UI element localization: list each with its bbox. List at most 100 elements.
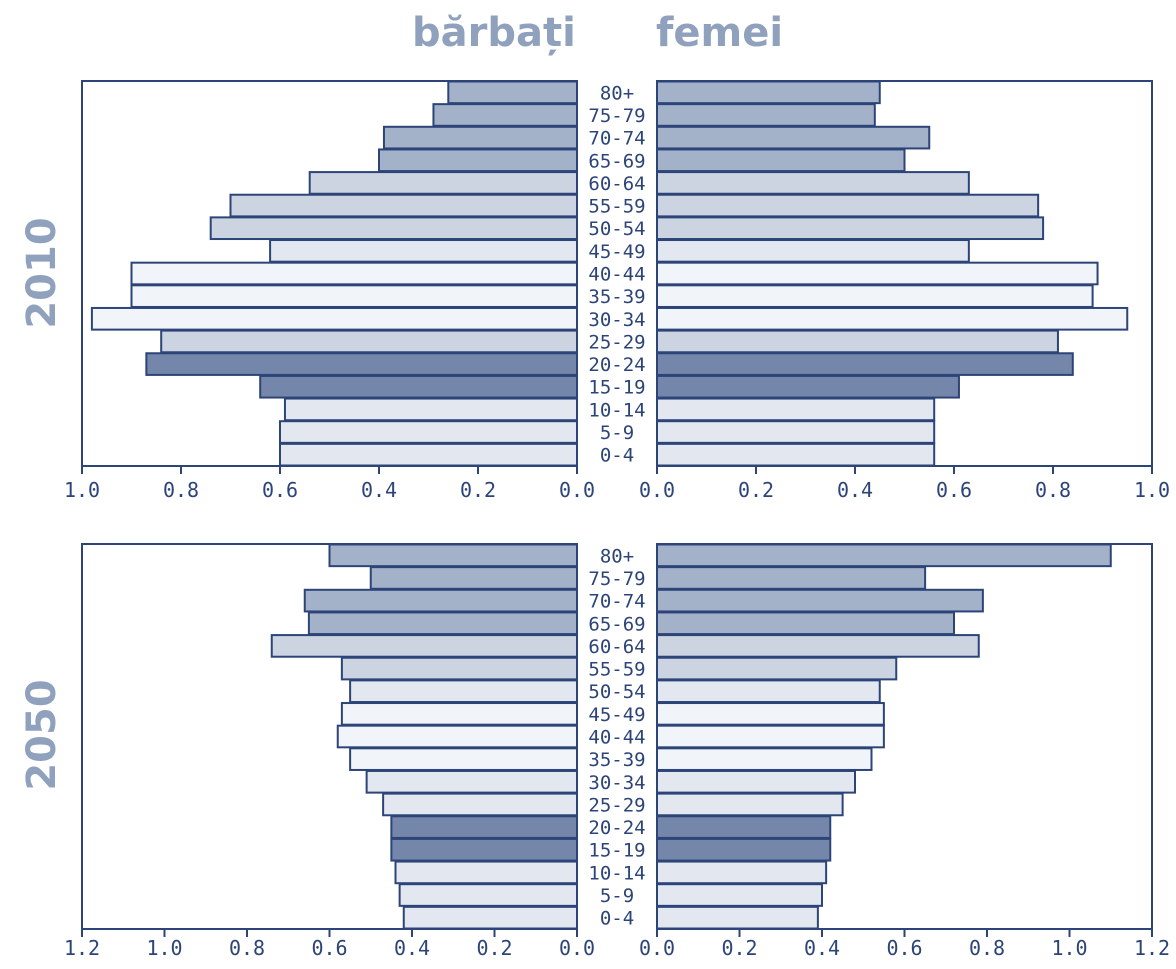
tick-label-right-2010-4: 0.8 [1035,478,1071,502]
bar-male-2050-80+ [328,543,578,568]
bar-male-2010-65-69 [378,148,578,173]
bar-female-2010-20-24 [656,352,1074,376]
age-label-2050-10-14: 10-14 [588,862,645,884]
bar-male-2050-40-44 [336,724,578,749]
bar-male-2010-15-19 [259,374,578,399]
bar-male-2010-10-14 [283,397,578,422]
bar-male-2050-15-19 [390,837,578,862]
bar-male-2050-35-39 [349,747,578,771]
tick-label-left-2050-6: 0.0 [559,936,595,960]
bar-female-2050-15-19 [656,837,832,862]
bar-female-2010-80+ [656,80,881,105]
tick-label-right-2010-3: 0.6 [936,478,972,502]
age-label-2050-5-9: 5-9 [600,885,634,907]
age-label-2050-80+: 80+ [600,545,634,567]
bar-female-2050-60-64 [656,634,980,658]
tick-label-left-2050-4: 0.4 [394,936,430,960]
bar-male-2050-20-24 [390,815,578,839]
bar-female-2050-35-39 [656,747,873,771]
tick-label-left-2050-5: 0.2 [476,936,512,960]
age-label-2050-40-44: 40-44 [588,727,645,749]
bar-female-2050-40-44 [656,724,885,749]
bar-female-2010-0-4 [656,442,936,467]
bar-female-2010-60-64 [656,171,970,195]
bar-female-2050-80+ [656,543,1112,568]
tick-label-right-2050-0: 0.0 [639,936,675,960]
bar-female-2050-5-9 [656,883,823,907]
age-label-2010-75-79: 75-79 [588,105,645,127]
tick-label-right-2050-6: 1.2 [1134,936,1170,960]
age-label-2050-0-4: 0-4 [600,908,634,930]
tick-label-right-2050-2: 0.4 [804,936,840,960]
bar-male-2010-75-79 [432,103,579,127]
bar-female-2050-70-74 [656,588,984,613]
bar-male-2010-0-4 [279,442,578,467]
bar-male-2010-5-9 [279,420,578,444]
bar-male-2010-25-29 [160,329,578,354]
bar-female-2010-45-49 [656,239,970,263]
tick-label-left-2010-0: 1.0 [64,478,100,502]
bar-female-2050-10-14 [656,860,828,885]
tick-label-left-2050-0: 1.2 [64,936,100,960]
age-label-2010-65-69: 65-69 [588,150,645,172]
age-label-2010-15-19: 15-19 [588,377,645,399]
tick-label-right-2050-5: 1.0 [1051,936,1087,960]
bar-female-2010-50-54 [656,216,1045,241]
age-label-2050-75-79: 75-79 [588,568,645,590]
bar-female-2050-25-29 [656,792,844,817]
tick-label-left-2050-2: 0.8 [229,936,265,960]
age-label-2050-45-49: 45-49 [588,704,645,726]
bar-male-2050-0-4 [402,905,578,930]
bar-male-2050-65-69 [307,611,578,636]
age-label-2010-0-4: 0-4 [600,445,634,467]
bar-female-2010-70-74 [656,125,931,150]
bar-female-2010-75-79 [656,103,876,127]
tick-label-right-2010-0: 0.0 [639,478,675,502]
bar-male-2050-50-54 [349,679,578,704]
age-label-2050-35-39: 35-39 [588,749,645,771]
age-label-2050-30-34: 30-34 [588,772,645,794]
bar-female-2050-75-79 [656,566,927,590]
tick-label-left-2010-5: 0.0 [559,478,595,502]
tick-label-left-2050-1: 1.0 [146,936,182,960]
bar-female-2010-30-34 [656,306,1129,331]
bar-female-2050-0-4 [656,905,819,930]
age-label-2010-70-74: 70-74 [588,128,645,150]
age-label-2010-40-44: 40-44 [588,264,645,286]
age-label-2050-55-59: 55-59 [588,659,645,681]
bar-female-2010-55-59 [656,193,1040,218]
age-label-2010-25-29: 25-29 [588,331,645,353]
bar-female-2010-40-44 [656,261,1099,286]
age-label-2010-55-59: 55-59 [588,196,645,218]
bar-female-2010-35-39 [656,284,1094,308]
age-label-2010-35-39: 35-39 [588,286,645,308]
bar-female-2050-55-59 [656,656,898,681]
age-label-2010-80+: 80+ [600,82,634,104]
bar-male-2050-70-74 [303,588,578,613]
tick-label-right-2010-5: 1.0 [1134,478,1170,502]
bar-male-2010-70-74 [382,125,579,150]
age-label-2010-60-64: 60-64 [588,173,645,195]
age-label-2050-65-69: 65-69 [588,613,645,635]
bar-male-2050-60-64 [270,634,578,658]
age-label-2050-60-64: 60-64 [588,636,645,658]
tick-label-left-2050-3: 0.6 [311,936,347,960]
bar-female-2050-50-54 [656,679,881,704]
age-label-2010-30-34: 30-34 [588,309,645,331]
bar-male-2010-50-54 [209,216,578,241]
female-header: femei [656,10,784,56]
age-label-2010-5-9: 5-9 [600,422,634,444]
age-label-2050-70-74: 70-74 [588,591,645,613]
bar-male-2010-55-59 [229,193,578,218]
age-label-2010-50-54: 50-54 [588,218,645,240]
bar-female-2010-15-19 [656,374,960,399]
bar-male-2050-5-9 [398,883,578,907]
bar-male-2050-45-49 [340,702,578,726]
tick-label-right-2050-1: 0.2 [721,936,757,960]
bar-male-2010-30-34 [90,306,579,331]
age-label-2050-25-29: 25-29 [588,794,645,816]
tick-label-right-2010-2: 0.4 [837,478,873,502]
bar-male-2010-20-24 [145,352,578,376]
bar-female-2050-20-24 [656,815,832,839]
bar-male-2010-40-44 [130,261,578,286]
